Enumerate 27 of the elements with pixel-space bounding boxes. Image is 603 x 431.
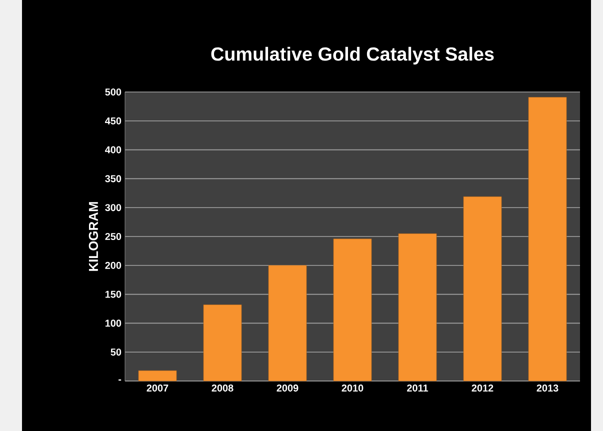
x-tick-label: 2009 <box>276 384 298 392</box>
y-tick-label: 250 <box>105 232 122 240</box>
y-tick-label: 200 <box>105 262 122 269</box>
bar <box>203 304 242 382</box>
y-tick-label: - <box>118 379 122 381</box>
bar <box>268 265 307 382</box>
x-tick-label: 2012 <box>472 384 494 392</box>
y-tick-label: 350 <box>105 175 122 182</box>
y-axis-title: KILOGRAM <box>88 202 98 271</box>
x-tick-label: 2013 <box>536 384 558 392</box>
chart-title: Cumulative Gold Catalyst Sales <box>211 46 494 64</box>
y-tick-label: 300 <box>105 204 122 212</box>
x-tick-label: 2008 <box>212 384 234 392</box>
y-tick-label: 150 <box>105 290 122 298</box>
bar <box>138 370 177 382</box>
y-tick-label: 450 <box>105 117 122 124</box>
y-tick-label: 100 <box>105 320 122 327</box>
bar <box>398 233 437 382</box>
bar <box>463 196 502 382</box>
x-tick-label: 2007 <box>146 384 168 392</box>
x-tick-label: 2011 <box>407 384 428 392</box>
y-tick-label: 400 <box>105 146 122 154</box>
bar <box>333 238 372 382</box>
x-tick-label: 2010 <box>342 384 364 392</box>
y-tick-label: 50 <box>110 348 122 356</box>
y-tick-label: 500 <box>105 88 122 96</box>
bar <box>528 97 567 382</box>
